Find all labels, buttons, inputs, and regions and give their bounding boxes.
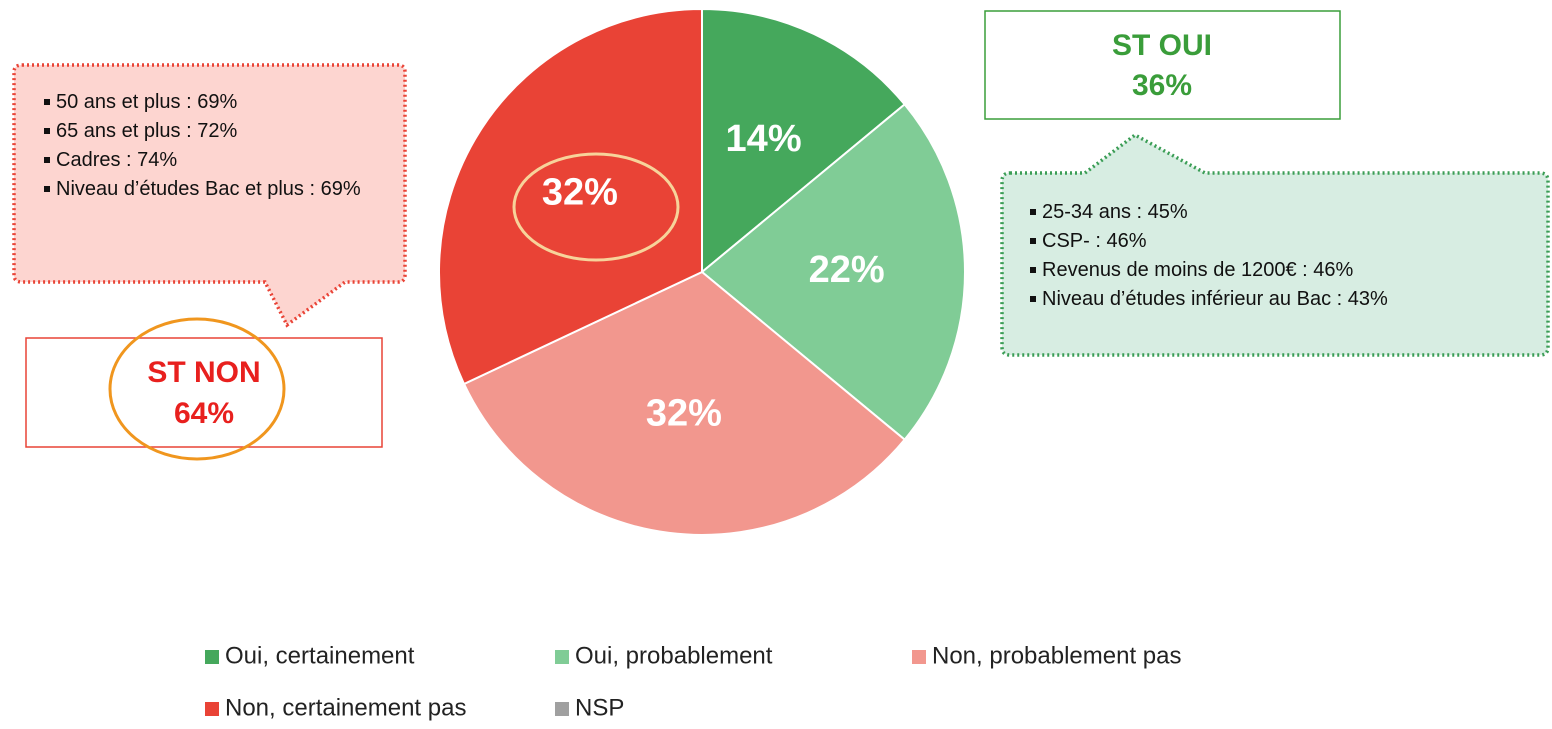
legend-swatch — [555, 650, 569, 664]
note-item: 25-34 ans : 45% — [1030, 198, 1540, 227]
callout-yes — [1000, 132, 1550, 357]
legend-swatch — [205, 650, 219, 664]
note-item: 50 ans et plus : 69% — [44, 88, 364, 117]
note-item: Revenus de moins de 1200€ : 46% — [1030, 256, 1540, 285]
slice-labels: 14% 22% 32% 32% — [542, 118, 885, 434]
pie-slice — [701, 7, 907, 275]
note-list-no: 50 ans et plus : 69% 65 ans et plus : 72%… — [44, 88, 364, 204]
legend-label: Oui, certainement — [225, 642, 415, 669]
pie-slice — [462, 270, 907, 536]
legend-swatch — [205, 702, 219, 716]
highlight-ellipse — [108, 317, 286, 461]
slice-label: 32% — [542, 172, 618, 214]
st-non-title: ST NON — [147, 356, 260, 389]
st-oui-title: ST OUI — [1112, 29, 1212, 62]
note-item: 65 ans et plus : 72% — [44, 117, 364, 146]
callout-no — [12, 63, 407, 328]
note-item: Niveau d’études inférieur au Bac : 43% — [1030, 285, 1540, 314]
st-non-box — [25, 337, 383, 448]
note-item: Cadres : 74% — [44, 146, 364, 175]
pie-slice — [700, 102, 966, 442]
note-item: Niveau d’études Bac et plus : 69% — [44, 175, 364, 204]
slice-label: 14% — [726, 118, 802, 160]
note-item: CSP- : 46% — [1030, 227, 1540, 256]
note-list-yes: 25-34 ans : 45% CSP- : 46% Revenus de moin… — [1030, 198, 1540, 314]
pie-slice — [438, 7, 703, 386]
legend-label: NSP — [575, 694, 624, 721]
legend: Oui, certainement Oui, probablement Non, p… — [205, 642, 1182, 721]
slice-label: 32% — [646, 393, 722, 435]
highlight-ellipse — [512, 152, 680, 262]
legend-label: Non, certainement pas — [225, 694, 466, 721]
legend-label: Oui, probablement — [575, 642, 773, 669]
pie — [438, 7, 966, 536]
legend-label: Non, probablement pas — [932, 642, 1182, 669]
slice-label: 22% — [809, 249, 885, 291]
st-oui-box — [984, 10, 1341, 120]
legend-swatch — [912, 650, 926, 664]
st-oui-value: 36% — [1132, 69, 1192, 102]
st-non-value: 64% — [174, 397, 234, 430]
legend-swatch — [555, 702, 569, 716]
